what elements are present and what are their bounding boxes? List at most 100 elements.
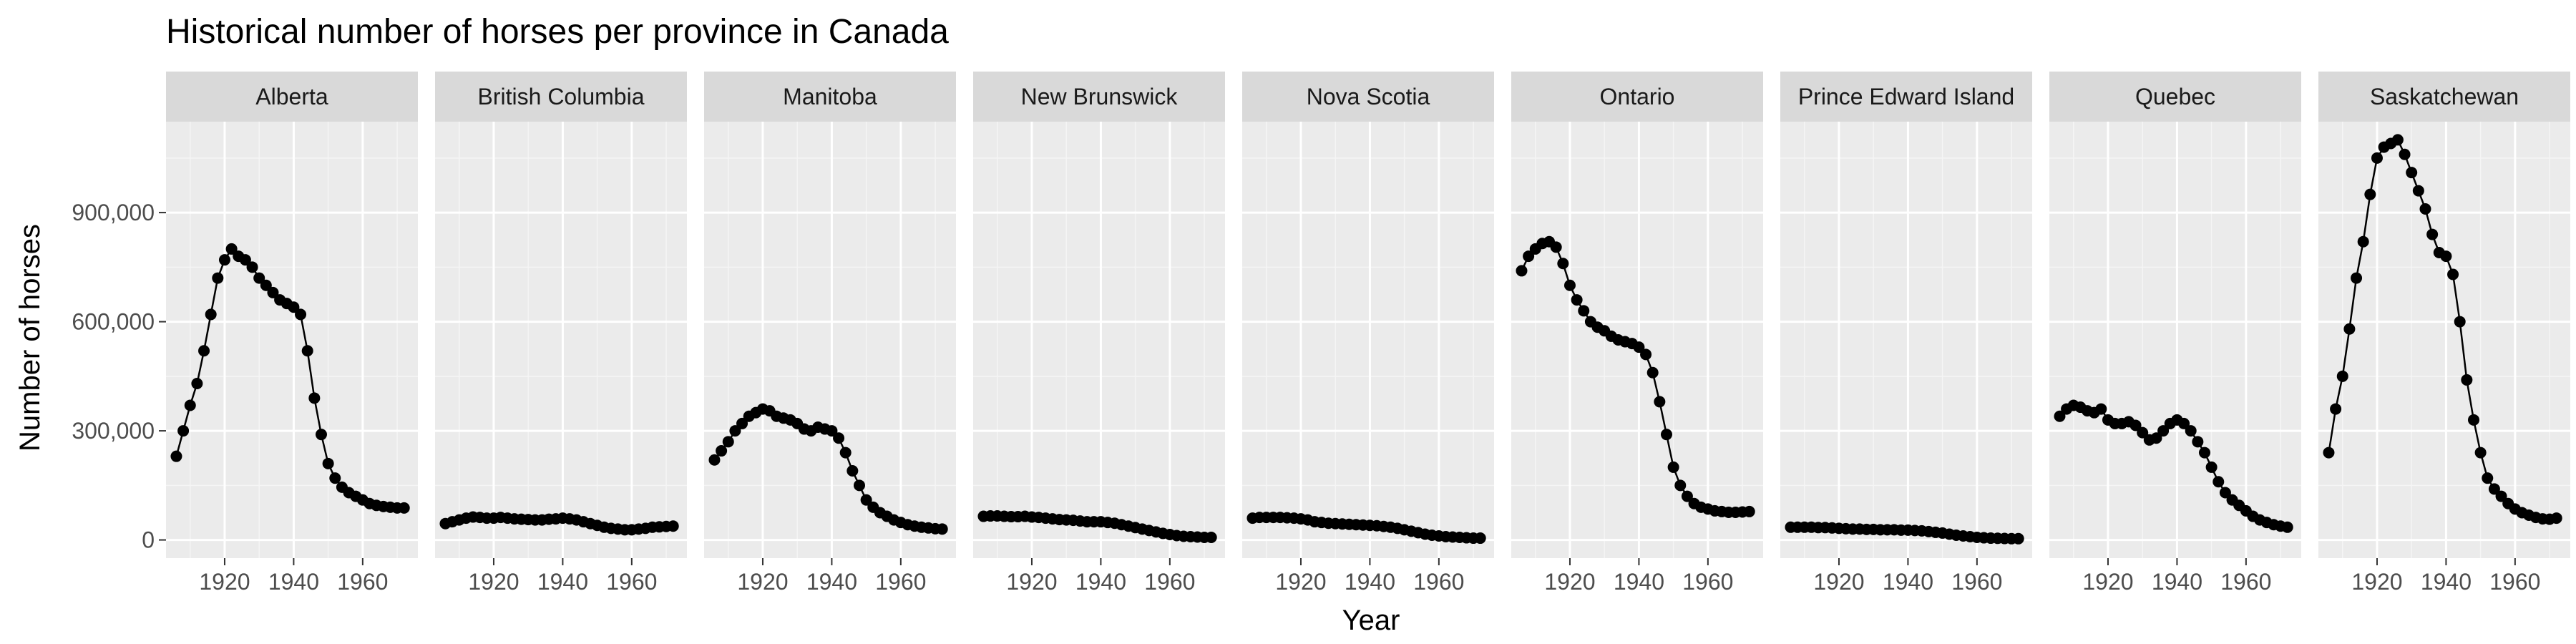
data-point	[2351, 272, 2363, 284]
facet-strip-label: Manitoba	[783, 84, 877, 109]
data-point	[833, 432, 845, 444]
panel-background	[2049, 122, 2301, 558]
data-point	[184, 399, 196, 411]
data-point	[847, 465, 859, 477]
data-point	[1667, 461, 1679, 473]
data-point	[936, 523, 948, 535]
panel-background	[704, 122, 956, 558]
x-tick-label: 1920	[737, 569, 788, 595]
x-tick-label: 1920	[2082, 569, 2133, 595]
data-point	[1633, 341, 1645, 353]
x-tick-label: 1960	[1413, 569, 1464, 595]
facet-panel: Saskatchewan 1920 1940 1960	[2318, 72, 2570, 595]
data-point	[315, 429, 327, 441]
data-point	[2219, 487, 2231, 499]
x-tick-label: 1940	[1614, 569, 1664, 595]
data-point	[1681, 490, 1693, 502]
data-point	[2550, 512, 2562, 525]
data-point	[853, 479, 865, 492]
facet-panel: New Brunswick 1920 1940 1960	[973, 72, 1225, 595]
data-point	[253, 272, 265, 284]
data-point	[2323, 447, 2335, 459]
data-point	[1205, 532, 1217, 544]
data-point	[2212, 476, 2225, 488]
data-point	[2364, 188, 2376, 200]
facet-panel: British Columbia 1920 1940 1960	[435, 72, 687, 595]
data-point	[191, 378, 203, 389]
facet-strip-label: New Brunswick	[1021, 84, 1179, 109]
panel-background	[973, 122, 1225, 558]
data-point	[1640, 348, 1652, 361]
x-tick-label: 1920	[1006, 569, 1057, 595]
x-tick-label: 1940	[537, 569, 588, 595]
data-point	[322, 457, 334, 469]
data-point	[2095, 403, 2107, 415]
x-tick-label: 1920	[1275, 569, 1326, 595]
data-point	[2054, 410, 2066, 422]
data-point	[218, 254, 230, 266]
data-point	[1563, 279, 1576, 291]
data-point	[2330, 403, 2342, 415]
data-point	[295, 308, 307, 321]
data-point	[2343, 323, 2356, 335]
data-point	[2178, 417, 2190, 429]
data-point	[1550, 241, 1562, 253]
chart-title: Historical number of horses per province…	[166, 13, 949, 51]
data-point	[267, 286, 279, 298]
data-point	[2012, 532, 2024, 545]
x-tick-label: 1960	[2489, 569, 2540, 595]
panel-background	[1511, 122, 1763, 558]
data-point	[826, 425, 838, 437]
x-tick-label: 1960	[875, 569, 926, 595]
data-point	[177, 425, 190, 437]
data-point	[2185, 425, 2197, 437]
data-point	[1474, 532, 1486, 545]
x-tick-label: 1960	[606, 569, 657, 595]
data-point	[722, 436, 734, 448]
data-point	[2357, 235, 2369, 248]
facet-strip-label: Ontario	[1600, 84, 1675, 109]
x-tick-label: 1940	[1345, 569, 1395, 595]
facet-strip-label: Nova Scotia	[1307, 84, 1430, 109]
facet-panel: Ontario 1920 1940 1960	[1511, 72, 1763, 595]
data-point	[198, 345, 210, 357]
x-tick-label: 1920	[1544, 569, 1595, 595]
facet-strip-label: Alberta	[255, 84, 328, 109]
facet-strip	[1780, 72, 2032, 122]
facet-strip	[435, 72, 687, 122]
y-tick-label: 0	[142, 527, 155, 553]
x-tick-label: 1960	[337, 569, 388, 595]
panel-background	[166, 122, 418, 558]
data-point	[2371, 152, 2383, 164]
data-point	[2150, 432, 2162, 444]
data-point	[260, 279, 272, 291]
data-point	[2281, 521, 2293, 533]
data-point	[212, 272, 224, 284]
panel-background	[1242, 122, 1494, 558]
x-tick-label: 1960	[1951, 569, 2002, 595]
data-point	[2454, 316, 2466, 328]
data-point	[2482, 472, 2494, 484]
data-point	[2488, 483, 2500, 495]
facet-strip-label: British Columbia	[478, 84, 645, 109]
x-axis-label: Year	[1342, 605, 1400, 636]
facet-strip	[2318, 72, 2570, 122]
data-point	[2336, 370, 2348, 382]
data-point	[2399, 148, 2411, 160]
data-point	[860, 494, 872, 506]
data-point	[2205, 461, 2218, 473]
x-tick-label: 1960	[2220, 569, 2271, 595]
panel-background	[1780, 122, 2032, 558]
facet-strip	[1242, 72, 1494, 122]
x-tick-label: 1940	[806, 569, 857, 595]
data-point	[2412, 185, 2424, 197]
data-point	[1654, 396, 1666, 408]
data-point	[246, 261, 258, 273]
facet-strip	[973, 72, 1225, 122]
data-point	[2137, 426, 2149, 439]
data-point	[1571, 294, 1583, 306]
data-point	[1557, 258, 1569, 270]
data-point	[2447, 268, 2459, 280]
data-point	[2467, 414, 2479, 426]
